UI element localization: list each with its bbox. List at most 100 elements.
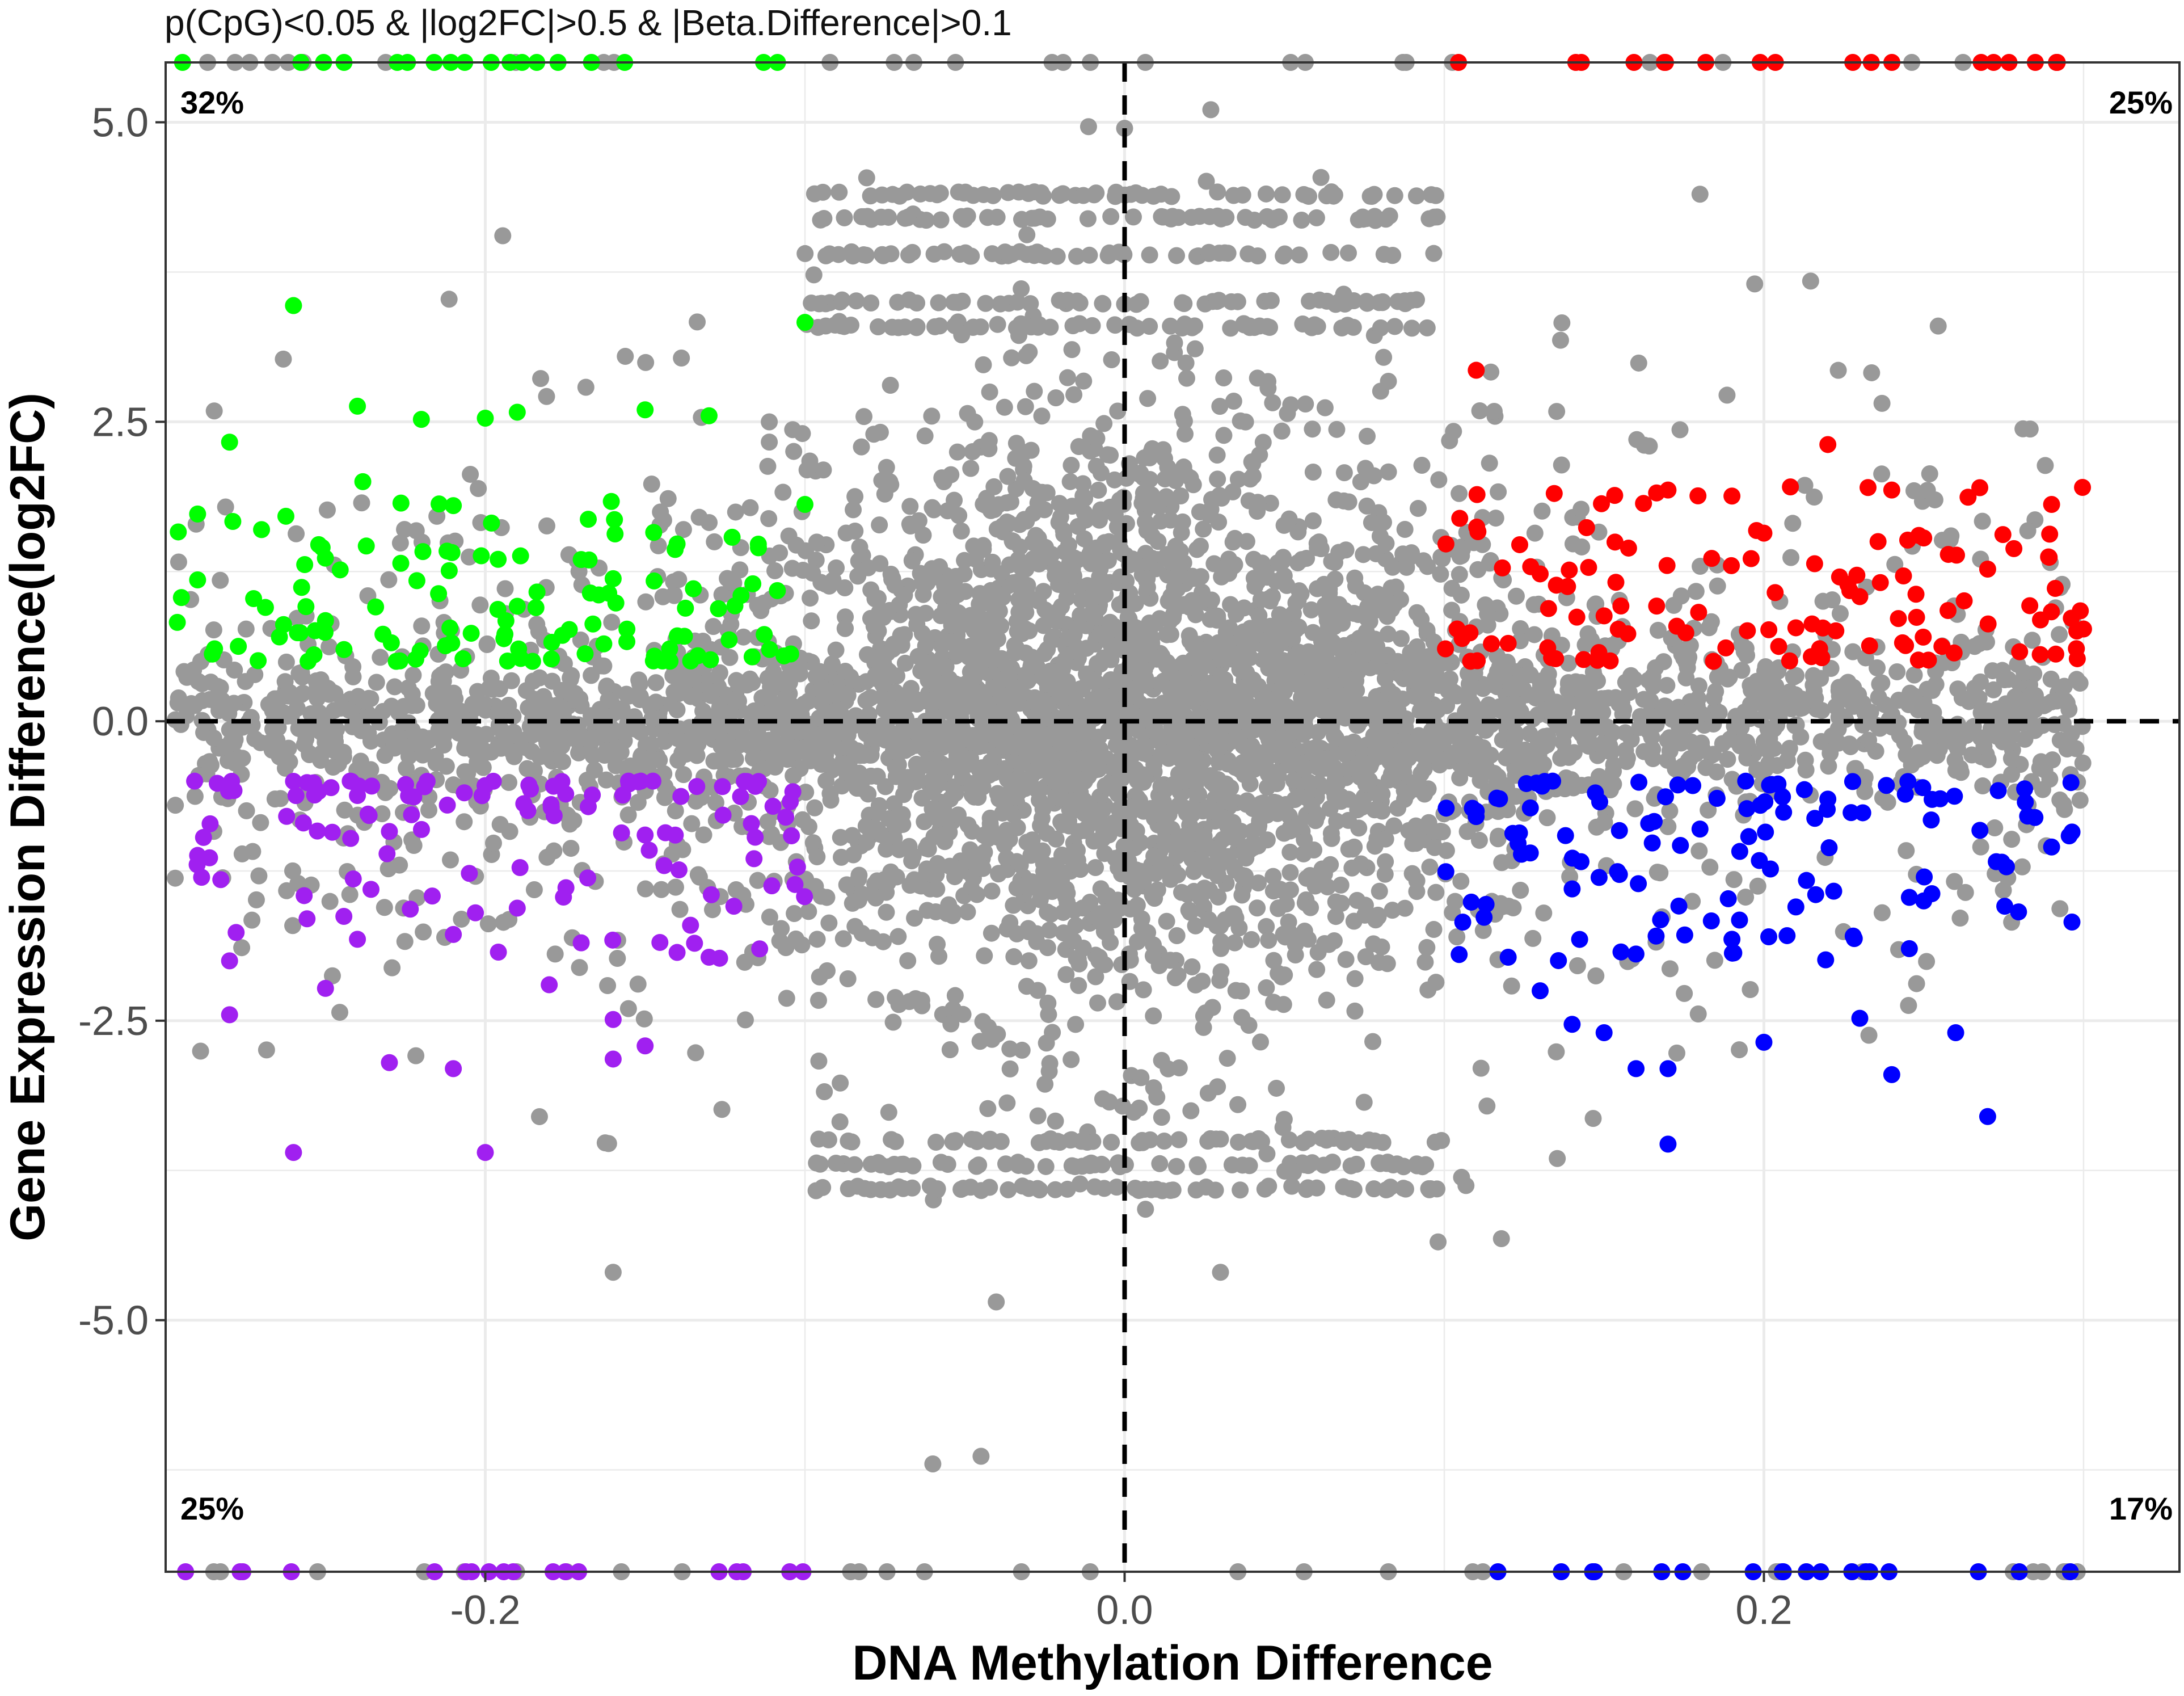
background-point: [1308, 961, 1325, 978]
background-point: [656, 789, 673, 806]
background-point: [838, 524, 855, 541]
background-point: [687, 1044, 704, 1061]
background-point: [2037, 457, 2054, 474]
background-point: [750, 731, 767, 748]
background-point: [1042, 1055, 1059, 1072]
background-point: [815, 461, 832, 478]
background-point: [462, 466, 479, 483]
background-point: [998, 822, 1015, 839]
background-point: [1553, 314, 1570, 331]
background-point: [1158, 913, 1175, 930]
background-point: [1150, 806, 1167, 823]
background-point: [1690, 843, 1707, 860]
background-point: [383, 959, 400, 977]
background-point: [774, 483, 791, 500]
background-point: [858, 169, 875, 186]
background-point: [372, 649, 389, 666]
background-point: [971, 597, 988, 615]
background-point: [600, 691, 617, 708]
background-point: [1820, 757, 1837, 775]
background-point: [1055, 522, 1072, 539]
background-point: [1721, 668, 1738, 685]
background-point: [1169, 927, 1186, 944]
background-point: [901, 498, 918, 515]
background-point: [964, 823, 981, 840]
background-point: [777, 676, 794, 693]
background-point: [1565, 780, 1582, 797]
background-point: [1279, 405, 1296, 422]
background-point: [1323, 183, 1340, 200]
background-point: [908, 764, 925, 781]
background-point: [836, 579, 853, 596]
background-point: [1787, 667, 1804, 684]
background-point: [1743, 681, 1760, 698]
background-point: [928, 881, 945, 898]
background-point: [924, 866, 941, 883]
background-point: [1506, 730, 1523, 747]
background-point: [941, 670, 958, 687]
background-point: [1355, 647, 1372, 664]
background-point: [1001, 1041, 1018, 1058]
background-point: [989, 1026, 1006, 1043]
background-point: [673, 350, 690, 367]
background-point: [1258, 186, 1275, 203]
background-point: [920, 836, 937, 853]
background-point: [1268, 1080, 1285, 1097]
background-point: [1103, 780, 1120, 797]
background-point: [1402, 644, 1419, 661]
background-point: [341, 886, 359, 903]
background-point: [600, 1135, 617, 1152]
background-point: [1211, 754, 1228, 771]
background-point: [1102, 208, 1119, 225]
background-point: [1305, 464, 1322, 481]
background-point: [1132, 293, 1149, 310]
background-point: [1201, 675, 1218, 692]
background-point: [1264, 394, 1281, 411]
background-point: [1127, 688, 1144, 705]
background-point: [1423, 186, 1440, 203]
background-point: [853, 439, 870, 456]
background-point: [990, 865, 1007, 882]
background-point: [1040, 1006, 1057, 1023]
background-point: [1672, 421, 1689, 438]
background-point: [1062, 473, 1079, 490]
background-point: [1040, 696, 1057, 713]
background-point: [832, 1075, 849, 1092]
background-point: [2044, 751, 2061, 768]
background-point: [1345, 319, 1362, 336]
background-point: [1658, 677, 1675, 694]
background-point: [2016, 664, 2033, 681]
background-point: [858, 247, 875, 264]
background-point: [1879, 794, 1896, 811]
background-point: [957, 184, 974, 201]
background-point: [1034, 843, 1051, 860]
background-point: [889, 758, 906, 775]
background-point: [1580, 732, 1597, 749]
background-point: [972, 1447, 989, 1464]
background-point: [1166, 694, 1183, 711]
background-point: [877, 778, 894, 795]
background-point: [1175, 554, 1192, 571]
background-point: [1087, 859, 1104, 876]
background-point: [996, 762, 1013, 779]
background-point: [1479, 605, 1496, 622]
background-point: [1076, 490, 1093, 507]
background-point: [846, 488, 863, 505]
background-point: [1645, 668, 1662, 685]
background-point: [1242, 841, 1259, 858]
background-point: [554, 753, 571, 770]
background-point: [1707, 683, 1724, 700]
background-point: [1070, 701, 1087, 718]
background-point: [1211, 292, 1228, 309]
background-point: [1870, 689, 1887, 706]
background-point: [965, 622, 983, 639]
background-point: [1057, 848, 1074, 865]
background-point: [494, 227, 511, 244]
background-point: [947, 785, 964, 802]
background-point: [1930, 318, 1947, 335]
background-point: [953, 523, 970, 540]
background-point: [727, 503, 744, 520]
background-point: [1549, 1150, 1566, 1167]
background-point: [723, 751, 740, 768]
